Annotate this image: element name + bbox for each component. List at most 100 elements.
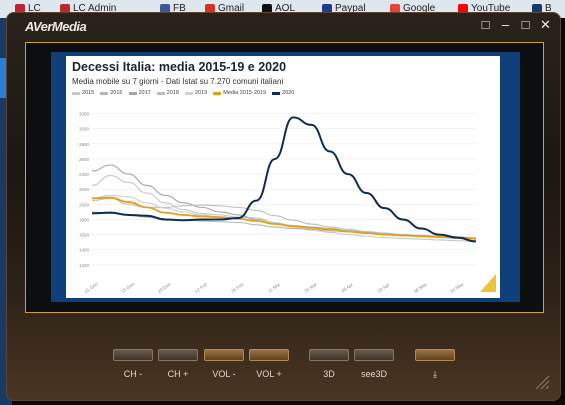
lc-icon [15,3,25,14]
bookmark-label: Google [403,3,436,14]
resize-grip-icon[interactable] [532,372,550,390]
channel-up-button[interactable] [158,349,198,361]
x-tick-label: 12 Feb [194,281,209,293]
3d-button[interactable] [309,349,349,361]
bookmark-label: Paypal [335,3,366,14]
series-line-2020 [91,116,477,243]
channel-down-button[interactable] [113,349,153,361]
x-tick-label: 06 May [413,281,429,294]
series-line-media-2015-2019 [91,196,477,240]
volume-down-label: VOL - [212,369,236,379]
y-tick-label: 3000 [79,127,90,132]
maximize-icon[interactable]: □ [521,17,530,32]
bookmark-1[interactable]: LC Admin [60,3,116,14]
x-tick-label: 08 Apr [340,282,354,294]
legend-label: 2017 [138,90,151,96]
player-window: AVerMedia □ – □ ✕ Decessi Italia: media 201… [6,12,561,401]
y-tick-label: 1600 [79,233,90,238]
y-tick-label: 2200 [79,187,90,192]
legend-label: Media 2015-2019 [223,90,267,96]
x-tick-label: 11 Mar [267,282,281,294]
y-tick-label: 2000 [79,202,90,207]
x-tick-label: 15 Gen [120,281,135,294]
volume-down-button[interactable] [204,349,244,361]
3d-label: 3D [323,369,335,379]
legend-item: 2016 [100,90,123,96]
legend-label: 2020 [282,90,295,96]
bookmark-label: LC [28,3,41,14]
bookmark-label: Gmail [218,3,245,14]
channel-down-label: CH - [123,369,143,379]
youtube-icon [458,3,468,14]
y-tick-label: 2400 [79,172,90,177]
y-tick-label: 2600 [79,157,90,162]
legend-swatch [272,91,281,95]
deaths-line-chart: 1200 1400 1600 1800 2000 2200 2400 2600 2800 3000… [79,112,496,294]
see3d-label: see3D [360,369,387,379]
snapshot-icon[interactable]: □ [481,17,490,32]
bookmark-icon [532,3,542,14]
legend-swatch [72,91,80,95]
legend-swatch [156,91,165,95]
bookmark-label: LC Admin [73,3,117,14]
legend-item: 2018 [156,90,179,96]
volume-up-label: VOL + [256,369,282,379]
see3d-button[interactable] [354,349,394,361]
bookmark-label: FB [173,3,186,14]
minimize-icon[interactable]: – [501,17,510,32]
legend-item: 2020 [272,90,294,96]
legend-label: 2019 [195,90,208,96]
bookmark-7[interactable]: YouTube [458,3,510,14]
x-tick-label: 01 Gen [84,281,99,294]
legend-label: 2018 [166,90,179,96]
y-tick-label: 1800 [79,217,90,222]
brand-logo: AVerMedia [25,19,87,34]
chart-legend: 2015 2016 2017 2018 2019 Media 2015-2019 2020 [72,90,294,96]
legend-item: 2019 [185,90,207,96]
download-button[interactable] [415,349,455,361]
lc-admin-icon [60,3,70,14]
gmail-icon [205,3,215,14]
y-tick-label: 1200 [79,263,90,268]
bookmark-5[interactable]: Paypal [322,3,366,14]
window-controls: □ – □ ✕ [479,18,552,31]
bookmark-2[interactable]: FB [160,3,186,14]
broadcaster-logo-icon [480,274,496,292]
legend-item: Media 2015-2019 [213,90,266,96]
x-tick-label: 22 Apr [377,282,391,294]
legend-swatch [213,91,222,95]
y-tick-label: 3200 [79,112,90,117]
bookmark-label: AOL [275,3,296,14]
x-tick-label: 20 May [449,281,465,294]
legend-swatch [128,91,137,95]
legend-swatch [100,91,109,95]
paypal-icon [322,3,332,14]
volume-up-button[interactable] [249,349,289,361]
x-tick-label: 25 Mar [303,281,318,293]
bookmark-label: YouTube [471,3,511,14]
channel-up-label: CH + [167,369,189,379]
legend-item: 2017 [128,90,151,96]
bookmark-8[interactable]: B [532,3,552,14]
bookmark-3[interactable]: Gmail [205,3,244,14]
aol-icon [262,3,272,14]
chart-title: Decessi Italia: media 2015-19 e 2020 [72,60,287,74]
download-label: ⤓ [433,369,437,379]
bookmark-4[interactable]: AOL [262,3,295,14]
y-tick-label: 1400 [79,248,90,253]
video-area[interactable]: Decessi Italia: media 2015-19 e 2020 Med… [25,42,544,313]
bookmark-label: B [545,3,552,14]
broadcast-slide: Decessi Italia: media 2015-19 e 2020 Med… [66,56,500,298]
facebook-icon [160,3,170,14]
google-icon [390,3,400,14]
x-tick-label: 29 Gen [157,281,172,294]
legend-item: 2015 [72,90,94,96]
bookmark-6[interactable]: Google [390,3,435,14]
y-tick-label: 2800 [79,142,90,147]
bookmark-0[interactable]: LC [15,3,41,14]
legend-label: 2015 [82,90,95,96]
close-icon[interactable]: ✕ [540,17,551,32]
legend-label: 2016 [110,90,123,96]
legend-swatch [185,91,193,95]
x-tick-label: 26 Feb [230,281,245,293]
